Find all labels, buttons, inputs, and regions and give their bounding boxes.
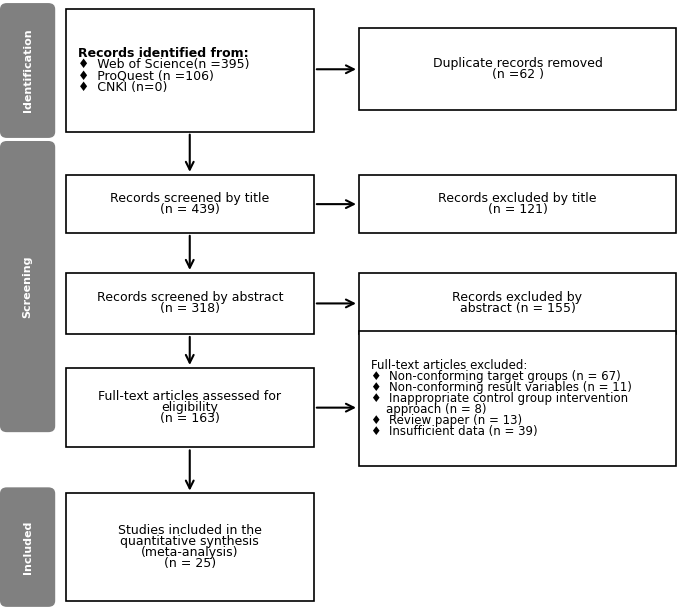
FancyBboxPatch shape [66, 273, 314, 334]
Text: ♦  Inappropriate control group intervention: ♦ Inappropriate control group interventi… [371, 392, 629, 405]
FancyBboxPatch shape [359, 28, 676, 110]
Text: (meta-analysis): (meta-analysis) [141, 546, 239, 559]
Text: Full-text articles excluded:: Full-text articles excluded: [371, 359, 528, 372]
Text: ♦  Non-conforming target groups (n = 67): ♦ Non-conforming target groups (n = 67) [371, 370, 621, 383]
Text: Records screened by abstract: Records screened by abstract [97, 291, 283, 305]
Text: Included: Included [23, 520, 32, 574]
FancyBboxPatch shape [359, 331, 676, 466]
Text: ♦  Review paper (n = 13): ♦ Review paper (n = 13) [371, 414, 522, 427]
Text: eligibility: eligibility [161, 401, 218, 414]
Text: (n =62 ): (n =62 ) [491, 68, 544, 81]
Text: ♦  Web of Science(n =395): ♦ Web of Science(n =395) [78, 58, 250, 72]
Text: Identification: Identification [23, 29, 32, 112]
Text: (n = 163): (n = 163) [160, 412, 219, 425]
Text: Studies included in the: Studies included in the [118, 524, 262, 537]
FancyBboxPatch shape [359, 175, 676, 233]
Text: ♦  ProQuest (n =106): ♦ ProQuest (n =106) [78, 69, 214, 83]
Text: ♦  Insufficient data (n = 39): ♦ Insufficient data (n = 39) [371, 425, 538, 438]
Text: (n = 25): (n = 25) [164, 557, 216, 570]
Text: Records screened by title: Records screened by title [110, 192, 269, 205]
Text: ♦  Non-conforming result variables (n = 11): ♦ Non-conforming result variables (n = 1… [371, 381, 632, 394]
Text: Screening: Screening [23, 256, 32, 318]
Text: (n = 439): (n = 439) [160, 203, 219, 216]
FancyBboxPatch shape [66, 493, 314, 601]
Text: abstract (n = 155): abstract (n = 155) [460, 302, 575, 316]
FancyBboxPatch shape [66, 9, 314, 132]
FancyBboxPatch shape [0, 141, 55, 432]
Text: Records excluded by: Records excluded by [453, 291, 582, 305]
Text: Records identified from:: Records identified from: [78, 47, 248, 61]
FancyBboxPatch shape [0, 487, 55, 607]
FancyBboxPatch shape [0, 3, 55, 138]
Text: Records excluded by title: Records excluded by title [438, 192, 597, 205]
Text: approach (n = 8): approach (n = 8) [371, 403, 486, 416]
Text: quantitative synthesis: quantitative synthesis [120, 535, 259, 548]
Text: Duplicate records removed: Duplicate records removed [433, 57, 602, 70]
Text: (n = 121): (n = 121) [488, 203, 547, 216]
FancyBboxPatch shape [66, 175, 314, 233]
Text: ♦  CNKI (n=0): ♦ CNKI (n=0) [78, 80, 168, 94]
FancyBboxPatch shape [66, 368, 314, 447]
Text: (n = 318): (n = 318) [160, 302, 219, 316]
FancyBboxPatch shape [359, 273, 676, 334]
Text: Full-text articles assessed for: Full-text articles assessed for [98, 390, 282, 403]
